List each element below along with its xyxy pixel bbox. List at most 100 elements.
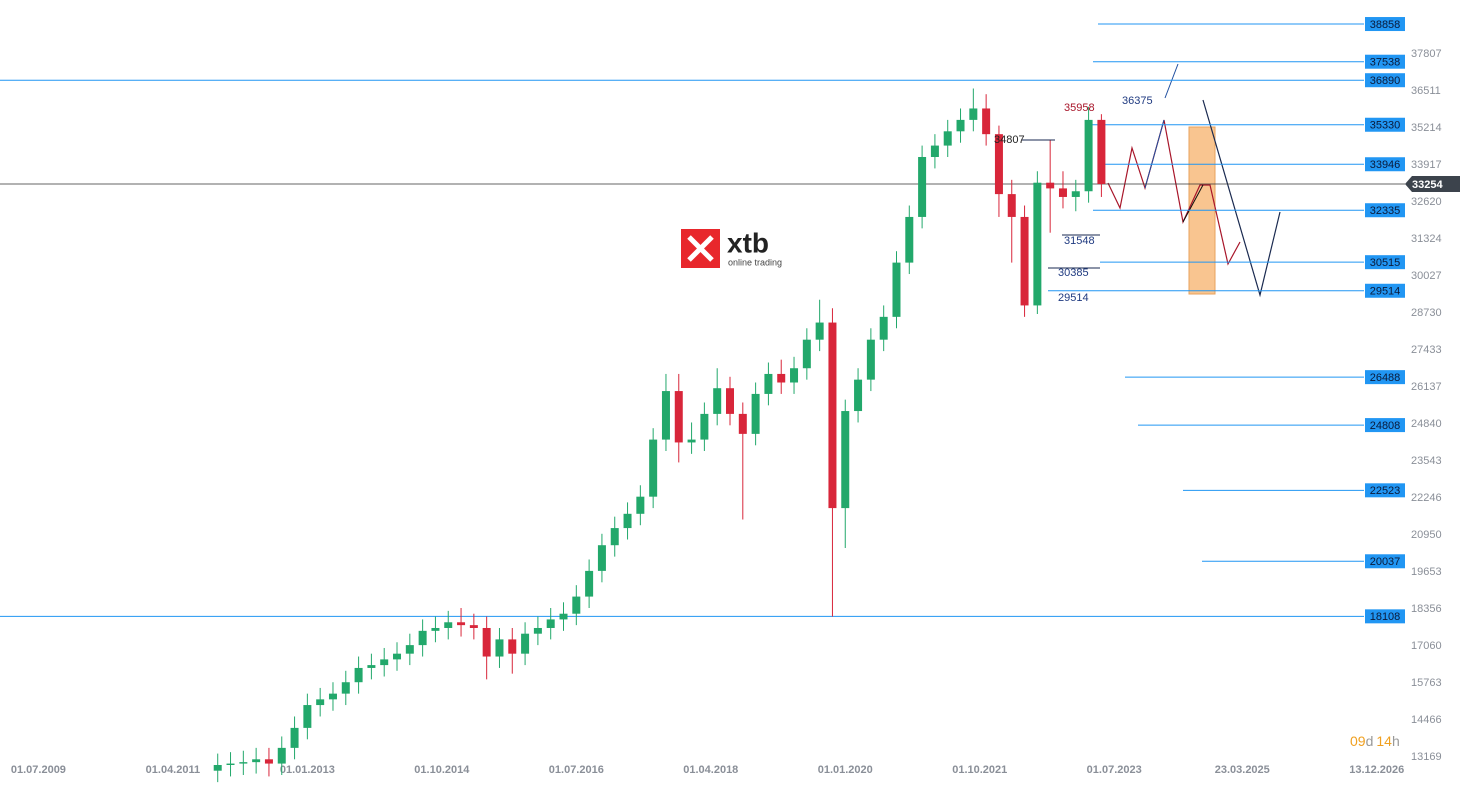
level-label-bg <box>1365 483 1405 498</box>
logo-tagline: online trading <box>728 257 782 267</box>
x-tick-label: 01.10.2014 <box>414 764 470 776</box>
candle-body <box>418 630 427 646</box>
candle-body <box>610 528 619 546</box>
candle-body <box>533 627 542 634</box>
candle-body <box>226 763 235 765</box>
x-tick-label: 01.01.2020 <box>818 764 873 776</box>
candle-body <box>905 216 914 263</box>
candle-body <box>1097 119 1106 184</box>
candle-body <box>380 659 389 666</box>
y-tick-label: 37807 <box>1411 48 1442 60</box>
candle-body <box>751 393 760 434</box>
y-tick-label: 18356 <box>1411 603 1442 615</box>
forecast-path <box>1107 119 1241 266</box>
candle-body <box>1084 119 1093 192</box>
candle-body <box>623 513 632 529</box>
y-tick-label: 20950 <box>1411 529 1442 541</box>
annotation: 35958 <box>1064 102 1095 114</box>
candle-body <box>918 156 927 217</box>
level-label: 26488 <box>1370 372 1401 384</box>
countdown-h: h <box>1392 733 1400 749</box>
candle-body <box>521 633 530 654</box>
y-tick-label: 31324 <box>1411 233 1442 245</box>
level-label-bg <box>1365 17 1405 32</box>
candle-body <box>1046 182 1055 189</box>
candle-body <box>328 693 337 700</box>
annotation: 30385 <box>1058 267 1089 279</box>
candle-body <box>956 119 965 132</box>
logo: xtb online trading <box>681 227 782 268</box>
candle-body <box>892 262 901 317</box>
y-tick-label: 23543 <box>1411 455 1442 467</box>
candle-body <box>597 545 606 571</box>
candle-body <box>1007 194 1016 217</box>
y-tick-label: 28730 <box>1411 307 1442 319</box>
candle-body <box>790 368 799 383</box>
level-label-bg <box>1365 203 1405 218</box>
level-label: 32335 <box>1370 205 1401 217</box>
candle-body <box>943 131 952 146</box>
x-tick-label: 01.04.2018 <box>683 764 738 776</box>
countdown-d: d <box>1366 733 1374 749</box>
y-tick-label: 35214 <box>1411 122 1442 134</box>
y-tick-label: 26137 <box>1411 381 1442 393</box>
candle-body <box>725 388 734 414</box>
forecast-path <box>1164 63 1179 99</box>
candle-body <box>1071 191 1080 197</box>
candle-body <box>777 373 786 383</box>
level-label: 30515 <box>1370 257 1401 269</box>
candle-body <box>469 625 478 628</box>
candle-body <box>239 762 248 764</box>
candle-body <box>649 439 658 497</box>
level-label: 33946 <box>1370 159 1401 171</box>
y-tick-label: 17060 <box>1411 640 1442 652</box>
candle-body <box>879 316 888 340</box>
candle-body <box>393 653 402 660</box>
y-tick-label: 19653 <box>1411 566 1442 578</box>
candle-body <box>982 108 991 135</box>
y-tick-label: 30027 <box>1411 270 1442 282</box>
candle-body <box>828 322 837 509</box>
countdown-hours: 14 <box>1376 733 1392 749</box>
candle-body <box>1058 188 1067 197</box>
candle-body <box>316 699 325 706</box>
candle-body <box>585 570 594 597</box>
candle-body <box>290 727 299 748</box>
y-tick-label: 22246 <box>1411 492 1442 504</box>
candle-body <box>815 322 824 340</box>
x-tick-label: 01.10.2021 <box>952 764 1007 776</box>
y-tick-label: 24840 <box>1411 418 1442 430</box>
candle-body <box>264 759 273 764</box>
x-tick-label: 01.01.2013 <box>280 764 335 776</box>
level-label: 36890 <box>1370 75 1401 87</box>
level-label-bg <box>1365 554 1405 569</box>
candle-body <box>700 413 709 440</box>
candle-body <box>687 439 696 443</box>
candle-body <box>764 373 773 394</box>
level-label: 29514 <box>1370 286 1401 298</box>
x-tick-label: 01.04.2011 <box>146 764 200 776</box>
candle-body <box>572 596 581 614</box>
y-tick-label: 33917 <box>1411 159 1442 171</box>
candle-body <box>559 613 568 620</box>
candle-body <box>354 667 363 683</box>
annotation: 29514 <box>1058 292 1089 304</box>
candle-body <box>930 145 939 157</box>
candle-body <box>636 496 645 514</box>
level-label-bg <box>1365 157 1405 172</box>
candle-body <box>341 682 350 694</box>
candle-body <box>738 413 747 434</box>
x-tick-label: 01.07.2016 <box>549 764 604 776</box>
y-tick-label: 15763 <box>1411 677 1442 689</box>
candle-body <box>802 339 811 369</box>
x-tick-label: 01.07.2023 <box>1087 764 1142 776</box>
y-tick-label: 27433 <box>1411 344 1442 356</box>
candle-body <box>969 108 978 120</box>
candle-body <box>457 622 466 626</box>
current-price-label: 33254 <box>1412 179 1443 191</box>
forecast-path <box>1202 99 1281 298</box>
candle-body <box>1020 216 1029 306</box>
candle-body <box>277 747 286 764</box>
